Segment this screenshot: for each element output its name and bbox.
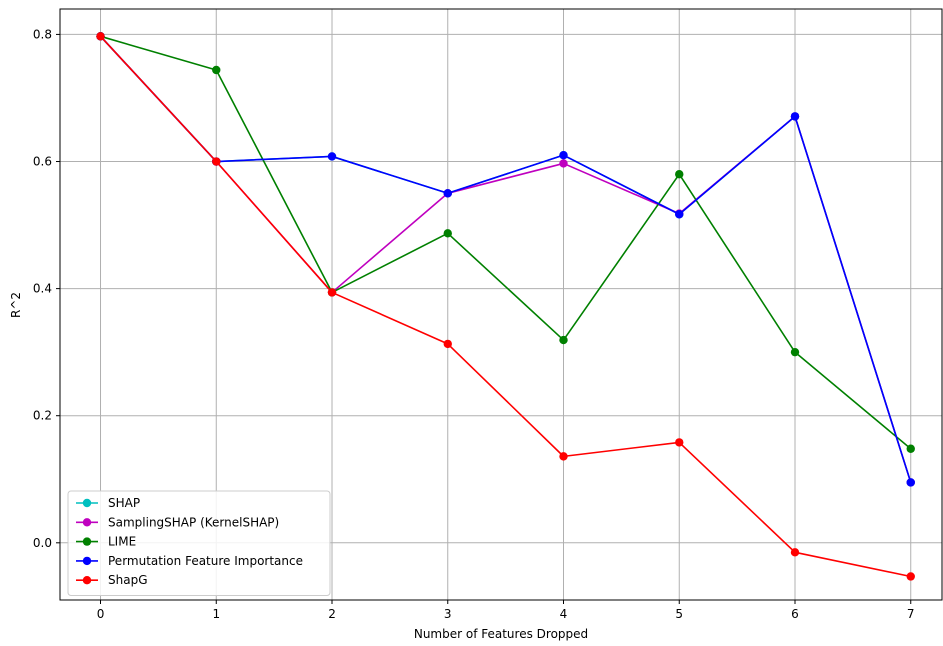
data-point <box>559 452 568 461</box>
series-shap <box>96 32 915 487</box>
legend-marker <box>82 518 92 527</box>
y-tick-label: 0.8 <box>33 27 52 41</box>
y-axis-label: R^2 <box>9 292 23 318</box>
legend-marker <box>82 537 92 546</box>
x-tick-label: 2 <box>328 607 336 621</box>
series-permutation-feature-importance <box>96 32 915 487</box>
x-tick-label: 5 <box>675 607 683 621</box>
data-point <box>906 444 915 453</box>
data-point <box>443 189 452 198</box>
x-tick-label: 7 <box>907 607 915 621</box>
legend-item: SamplingSHAP (KernelSHAP) <box>76 515 279 529</box>
data-point <box>559 159 568 168</box>
legend-item: ShapG <box>76 573 148 587</box>
data-point <box>675 210 684 219</box>
series-lime <box>96 32 915 453</box>
data-point <box>675 170 684 179</box>
legend-marker <box>82 498 92 508</box>
data-point <box>559 150 568 160</box>
x-tick-label: 4 <box>560 607 568 621</box>
legend-label: Permutation Feature Importance <box>108 554 303 568</box>
data-point <box>790 347 800 357</box>
series-samplingshap-kernelshap <box>96 32 915 487</box>
data-point <box>443 339 452 349</box>
series-shapg <box>96 32 915 581</box>
axis-ticks: 0 1 2 3 4 5 6 7 0.0 0.2 0.4 0.6 0.8 <box>33 27 915 621</box>
legend-label: LIME <box>108 535 136 549</box>
data-point <box>327 152 337 161</box>
x-tick-label: 1 <box>212 607 220 621</box>
data-point <box>443 229 452 238</box>
grid-lines <box>60 9 942 600</box>
legend-label: SHAP <box>108 496 140 510</box>
data-point <box>327 288 337 297</box>
data-point <box>212 157 221 166</box>
y-tick-label: 0.6 <box>33 155 52 169</box>
series-line <box>99 35 911 578</box>
x-tick-label: 6 <box>791 607 799 621</box>
data-point <box>906 478 915 487</box>
y-tick-label: 0.4 <box>33 282 52 296</box>
y-tick-label: 0.2 <box>33 409 52 423</box>
series-line <box>100 35 912 450</box>
legend-label: SamplingSHAP (KernelSHAP) <box>108 515 279 529</box>
legend: SHAP SamplingSHAP (KernelSHAP) LIME Permuta… <box>67 490 331 596</box>
legend-marker <box>82 556 92 566</box>
legend-marker <box>82 576 92 585</box>
legend-item: SHAP <box>76 496 140 510</box>
data-point <box>790 548 800 557</box>
data-point <box>212 65 221 75</box>
data-point <box>906 572 915 581</box>
legend-item: LIME <box>76 535 136 549</box>
legend-item: Permutation Feature Importance <box>76 554 303 568</box>
legend-label: ShapG <box>108 573 148 587</box>
y-tick-label: 0.0 <box>33 536 52 550</box>
legend-box <box>67 490 331 596</box>
series-group <box>96 32 915 581</box>
x-axis-label: Number of Features Dropped <box>414 627 588 641</box>
x-tick-label: 0 <box>97 607 105 621</box>
data-point <box>790 112 800 121</box>
series-line <box>99 35 912 483</box>
plot-frame <box>59 8 943 601</box>
data-point <box>675 438 684 447</box>
x-tick-label: 3 <box>444 607 452 621</box>
data-point <box>559 335 568 345</box>
data-point <box>96 32 105 41</box>
